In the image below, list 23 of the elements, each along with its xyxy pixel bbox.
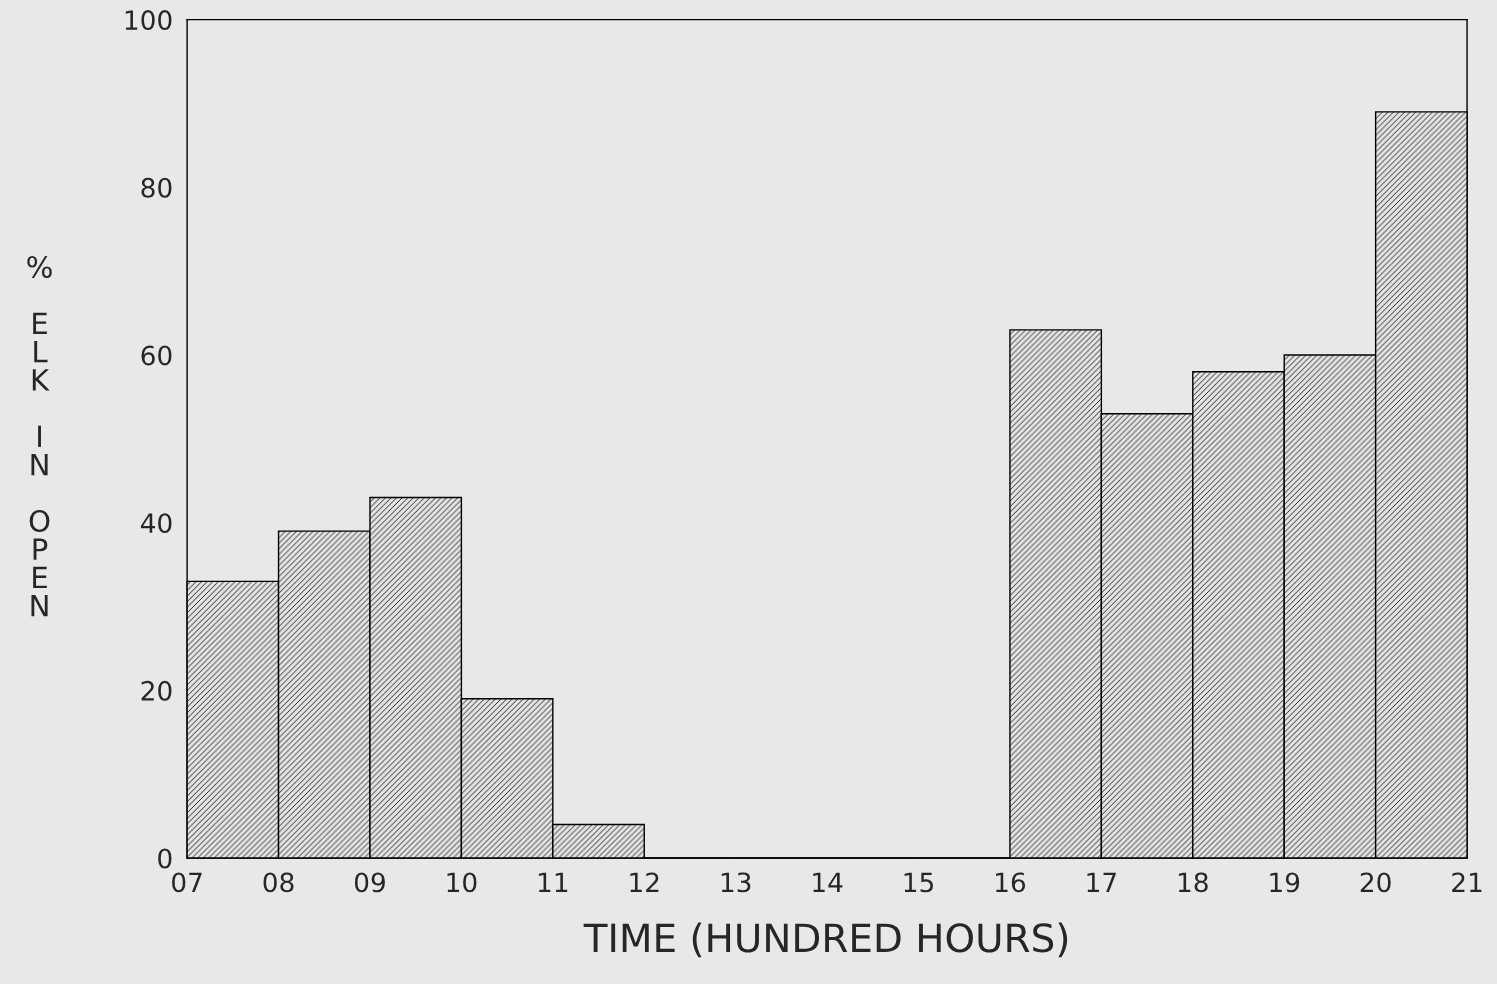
x-tick-label: 13 [721,872,751,893]
x-tick-label: 20 [1360,872,1391,893]
text: % ELK IN OPEN [27,255,52,617]
y-tick-label: 20 [141,680,172,701]
x-tick-label: 21 [1452,872,1482,892]
x-tick-label: 12 [630,872,659,892]
x-tick-label: 07 [172,872,202,893]
y-tick-label: 0 [158,848,172,869]
x-tick-label: 16 [996,872,1026,893]
x-tick-label: 19 [1270,872,1300,893]
x-axis-title: TIME (HUNDRED HOURS) [583,922,1068,958]
x-tick-label: 11 [538,872,568,892]
y-tick-label: 80 [141,177,172,198]
x-tick-label: 08 [263,872,294,893]
x-tick-label: 14 [813,872,843,892]
x-tick-label: 10 [447,872,477,893]
y-tick-label: 60 [141,345,172,366]
x-tick-label: 17 [1087,872,1116,892]
x-tick-label: 18 [1178,872,1208,893]
x-tick-label: 09 [354,872,385,893]
x-tick-label: 15 [904,872,933,893]
y-tick-label: 100 [125,10,172,31]
y-tick-label: 40 [140,513,172,534]
